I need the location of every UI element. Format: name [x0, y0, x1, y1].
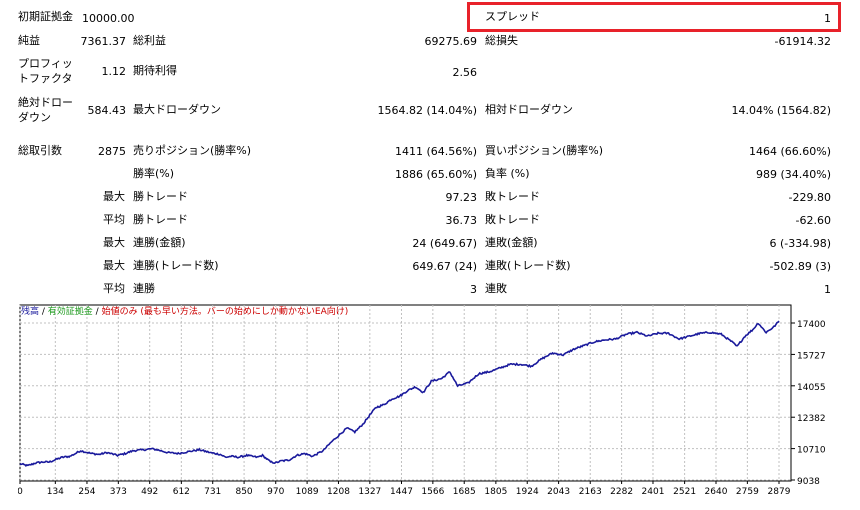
- gross-loss-label: 総損失: [485, 34, 518, 47]
- chart-y-tick-label: 15727: [797, 351, 826, 361]
- chart-x-tick-label: 2521: [673, 487, 696, 497]
- initial-deposit-label: 初期証拠金: [18, 10, 73, 23]
- chart-x-tick-label: 2401: [642, 487, 665, 497]
- average-profit-label: 勝トレード: [133, 213, 188, 226]
- legend-separator: /: [39, 307, 48, 317]
- chart-x-tick-label: 2043: [547, 487, 570, 497]
- chart-y-tick-label: 12382: [797, 414, 826, 424]
- chart-x-tick-label: 2879: [768, 487, 791, 497]
- legend-balance: 残高: [21, 307, 40, 317]
- chart-x-tick-label: 1089: [296, 487, 319, 497]
- chart-x-tick-label: 1327: [358, 487, 381, 497]
- chart-x-tick-label: 2640: [705, 487, 728, 497]
- chart-x-tick-label: 1685: [453, 487, 476, 497]
- absolute-drawdown-label-line2: ダウン: [18, 111, 51, 124]
- chart-y-tick-label: 17400: [797, 320, 826, 330]
- gross-loss-value: -61914.32: [774, 35, 831, 48]
- max-consec-losses-value: 6 (-334.98): [769, 237, 831, 250]
- chart-x-tick-label: 2163: [579, 487, 602, 497]
- loss-trades-label: 負率 (%): [485, 167, 530, 180]
- max-consec-count-prefix: 最大: [103, 259, 125, 272]
- total-trades-label: 総取引数: [18, 144, 62, 157]
- legend-note: 始値のみ (最も早い方法。バーの始めにしか動かないEA向け): [101, 307, 349, 317]
- profit-trades-label: 勝率(%): [133, 167, 175, 180]
- avg-consec-prefix: 平均: [103, 282, 125, 295]
- balance-chart: 17400 15727 14055 12382 10710 9038 0 134 254 373 4…: [17, 303, 860, 507]
- chart-x-tick-label: 1924: [516, 487, 539, 497]
- chart-y-tick-label: 14055: [797, 383, 826, 393]
- net-profit-value: 7361.37: [80, 35, 127, 48]
- initial-deposit-value: 10000.00: [82, 12, 135, 25]
- avg-consec-wins-value: 3: [470, 283, 477, 296]
- profit-factor-value: 1.12: [101, 65, 127, 78]
- chart-x-tick-label: 254: [78, 487, 95, 497]
- total-trades-value: 2875: [98, 145, 126, 158]
- short-positions-label: 売りポジション(勝率%): [133, 144, 252, 157]
- largest-loss-label: 敗トレード: [485, 190, 540, 203]
- legend-separator: /: [92, 307, 102, 317]
- max-consec-wins-label: 連勝(金額): [133, 236, 186, 249]
- chart-balance-line: [19, 320, 780, 467]
- largest-profit-value: 97.23: [445, 191, 478, 204]
- avg-consec-losses-value: 1: [824, 283, 831, 296]
- spread-label: スプレッド: [485, 10, 540, 23]
- average-profit-value: 36.73: [445, 214, 478, 227]
- profit-factor-label-line1: プロフィッ: [18, 57, 73, 70]
- max-consec-losses-label: 連敗(金額): [485, 236, 538, 249]
- average-prefix: 平均: [103, 213, 125, 226]
- absolute-drawdown-label-line1: 絶対ドロー: [18, 96, 73, 109]
- chart-x-tick-label: 2282: [610, 487, 633, 497]
- chart-y-tick-label: 9038: [797, 477, 820, 487]
- chart-y-tick-label: 10710: [797, 446, 826, 456]
- avg-consec-wins-label: 連勝: [133, 282, 155, 295]
- expected-payoff-label: 期待利得: [133, 64, 177, 77]
- chart-x-tick-label: 1447: [390, 487, 413, 497]
- chart-x-tick-label: 0: [18, 487, 23, 497]
- balance-chart-svg: 17400 15727 14055 12382 10710 9038 0 134 254 373 4…: [17, 304, 826, 497]
- net-profit-label: 純益: [18, 34, 40, 47]
- average-loss-value: -62.60: [795, 214, 831, 227]
- spread-highlight-box: [467, 2, 841, 32]
- chart-x-tick-label: 373: [110, 487, 127, 497]
- largest-prefix: 最大: [103, 190, 125, 203]
- max-consec-profit-label: 連勝(トレード数): [133, 259, 219, 272]
- chart-x-tick-label: 1805: [484, 487, 507, 497]
- short-positions-value: 1411 (64.56%): [394, 145, 477, 158]
- chart-x-tick-label: 612: [173, 487, 190, 497]
- spread-value: 1: [824, 12, 831, 25]
- chart-x-tick-label: 731: [204, 487, 221, 497]
- max-consec-profit-value: 649.67 (24): [412, 260, 477, 273]
- max-drawdown-label: 最大ドローダウン: [133, 103, 221, 116]
- chart-x-tick-label: 1208: [327, 487, 350, 497]
- gross-profit-label: 総利益: [133, 34, 166, 47]
- chart-x-tick-label: 2759: [736, 487, 759, 497]
- long-positions-label: 買いポジション(勝率%): [485, 144, 604, 157]
- profit-trades-value: 1886 (65.60%): [394, 168, 477, 181]
- profit-factor-label-line2: トファクタ: [18, 72, 73, 85]
- chart-x-tick-label: 850: [235, 487, 252, 497]
- max-consec-loss-label: 連敗(トレード数): [485, 259, 571, 272]
- chart-x-tick-label: 970: [267, 487, 284, 497]
- relative-drawdown-label: 相対ドローダウン: [485, 103, 573, 116]
- average-loss-label: 敗トレード: [485, 213, 540, 226]
- relative-drawdown-value: 14.04% (1564.82): [731, 104, 831, 117]
- loss-trades-value: 989 (34.40%): [755, 168, 831, 181]
- chart-x-tick-label: 134: [47, 487, 64, 497]
- largest-profit-label: 勝トレード: [133, 190, 188, 203]
- max-drawdown-value: 1564.82 (14.04%): [377, 104, 477, 117]
- max-consec-prefix: 最大: [103, 236, 125, 249]
- gross-profit-value: 69275.69: [424, 35, 478, 48]
- max-consec-wins-value: 24 (649.67): [412, 237, 477, 250]
- legend-equity: 有効証拠金: [47, 307, 93, 317]
- absolute-drawdown-value: 584.43: [87, 104, 127, 117]
- long-positions-value: 1464 (66.60%): [748, 145, 831, 158]
- chart-legend: 残高 / 有効証拠金 / 始値のみ (最も早い方法。バーの始めにしか動かないEA…: [21, 307, 348, 318]
- chart-x-tick-label: 492: [141, 487, 158, 497]
- expected-payoff-value: 2.56: [452, 66, 478, 79]
- largest-loss-value: -229.80: [788, 191, 831, 204]
- avg-consec-losses-label: 連敗: [485, 282, 507, 295]
- chart-x-tick-label: 1566: [421, 487, 444, 497]
- max-consec-loss-value: -502.89 (3): [769, 260, 831, 273]
